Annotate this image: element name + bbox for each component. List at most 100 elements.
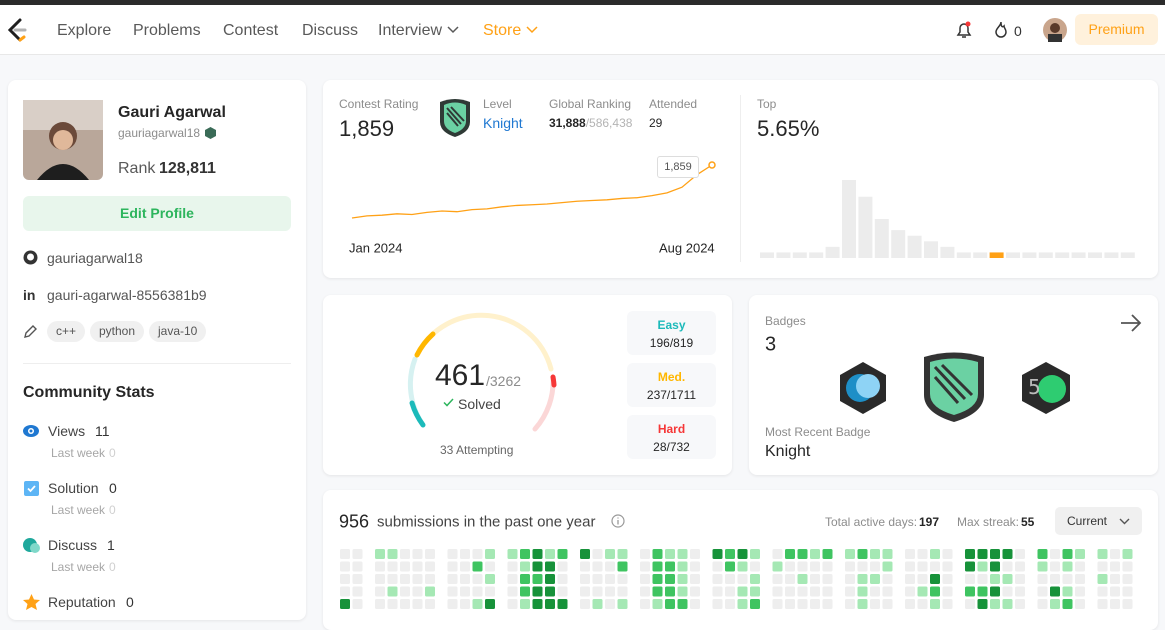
heatmap-cell xyxy=(1075,561,1085,572)
heatmap-cell xyxy=(737,599,748,609)
heatmap-cell xyxy=(822,549,833,559)
chevron xyxy=(447,26,459,34)
distribution-bar xyxy=(1088,252,1102,258)
heatmap-cell xyxy=(725,574,735,584)
svg-text:5: 5 xyxy=(1028,375,1041,399)
heatmap-cell xyxy=(737,586,748,597)
skill-tag[interactable]: python xyxy=(90,321,145,342)
heatmap-cell xyxy=(845,599,855,609)
max-streak-label: Max streak: xyxy=(957,515,1020,529)
heatmap-cell xyxy=(917,549,928,559)
heatmap-cell xyxy=(917,561,928,572)
heatmap-cell xyxy=(857,599,868,609)
nav-item[interactable]: Problems xyxy=(133,22,201,39)
heatmap-cell xyxy=(1062,599,1073,609)
logo[interactable] xyxy=(6,18,28,42)
nav-item[interactable]: Interview xyxy=(378,22,443,39)
distribution-bar xyxy=(858,196,873,258)
bell-icon[interactable] xyxy=(954,20,974,40)
stat-sub-label: Last week xyxy=(51,503,106,517)
heatmap-cell xyxy=(460,549,470,559)
heatmap-cell xyxy=(845,561,855,572)
edit-profile-button[interactable]: Edit Profile xyxy=(23,196,291,231)
heatmap-cell xyxy=(1097,599,1108,609)
heatmap-cell xyxy=(447,561,458,572)
heatmap-cell xyxy=(425,549,435,559)
heatmap-cell xyxy=(545,599,555,609)
heatmap-cell xyxy=(375,599,385,609)
linkedin-link[interactable]: gauri-agarwal-8556381b9 xyxy=(47,287,207,303)
heatmap-cell xyxy=(750,561,760,572)
global-rank-value: 31,888 xyxy=(549,116,586,130)
heatmap-cell xyxy=(930,549,940,559)
heatmap-cell xyxy=(712,549,723,559)
heatmap-cell xyxy=(412,574,423,584)
distribution-bar xyxy=(1120,252,1135,258)
heatmap-cell xyxy=(677,599,688,609)
skill-tag[interactable]: c++ xyxy=(47,321,86,342)
heatmap-cell xyxy=(977,561,988,572)
heatmap-cell xyxy=(412,561,423,572)
divider xyxy=(23,363,291,364)
heatmap-cell xyxy=(905,599,915,609)
heatmap-cell xyxy=(930,586,940,597)
heatmap-cell xyxy=(942,586,953,597)
heatmap-cell xyxy=(797,549,808,559)
heatmap-cell xyxy=(532,599,543,609)
heatmap-cell xyxy=(592,574,603,584)
heatmap-cell xyxy=(1015,586,1025,597)
stat-label: Solution xyxy=(48,480,99,496)
heatmap-cell xyxy=(677,549,688,559)
heatmap-cell xyxy=(750,574,760,584)
skill-tag[interactable]: java-10 xyxy=(149,321,207,342)
premium-button[interactable]: Premium xyxy=(1075,14,1158,45)
avatar-small[interactable] xyxy=(1043,18,1067,42)
heatmap-cell xyxy=(1110,574,1120,584)
top-label: Top xyxy=(757,97,777,111)
global-rank-total: /586,438 xyxy=(585,116,633,130)
heatmap-cell xyxy=(340,586,350,597)
heatmap-cell xyxy=(917,599,928,609)
heatmap-cell xyxy=(412,599,423,609)
divider xyxy=(740,95,741,262)
info-icon[interactable] xyxy=(611,514,625,528)
top-stripe xyxy=(0,0,1165,5)
username: gauriagarwal18 xyxy=(118,126,201,140)
heatmap-cell xyxy=(712,561,723,572)
rating-line xyxy=(351,164,713,219)
badges-arrow[interactable] xyxy=(1120,313,1142,333)
heatmap-cell xyxy=(690,561,700,572)
heatmap-cell xyxy=(580,574,590,584)
fire-icon[interactable] xyxy=(992,20,1010,40)
heatmap-cell xyxy=(810,561,820,572)
heatmap-cell xyxy=(1062,574,1073,584)
heatmap-cell xyxy=(545,574,555,584)
heatmap-cell xyxy=(557,561,568,572)
period-select[interactable]: Current xyxy=(1055,507,1142,535)
heatmap-cell xyxy=(375,549,385,559)
heatmap-cell xyxy=(352,599,363,609)
heatmap-cell xyxy=(1050,574,1060,584)
heatmap-cell xyxy=(340,561,350,572)
heatmap-cell xyxy=(797,599,808,609)
recent-badge: Knight xyxy=(765,443,811,460)
heatmap-cell xyxy=(340,574,350,584)
heatmap-cell xyxy=(930,599,940,609)
heatmap-cell xyxy=(557,574,568,584)
heatmap-cell xyxy=(580,586,590,597)
nav-item[interactable]: Store xyxy=(483,22,522,39)
nav-item[interactable]: Discuss xyxy=(302,22,359,39)
github-link[interactable]: gauriagarwal18 xyxy=(47,250,143,266)
heatmap-cell xyxy=(1050,586,1060,597)
nav-item[interactable]: Contest xyxy=(223,22,279,39)
medium-box: Med. 237/1711 xyxy=(627,363,716,407)
heatmap-cell xyxy=(412,549,423,559)
heatmap-cell xyxy=(990,549,1000,559)
level-value: 196/819 xyxy=(649,336,694,350)
heatmap-cell xyxy=(712,599,723,609)
heatmap-cell xyxy=(617,549,628,559)
nav-item[interactable]: Explore xyxy=(57,22,112,39)
level-value: 237/1711 xyxy=(646,388,697,402)
heatmap-cell xyxy=(592,599,603,609)
heatmap-cell xyxy=(617,599,628,609)
